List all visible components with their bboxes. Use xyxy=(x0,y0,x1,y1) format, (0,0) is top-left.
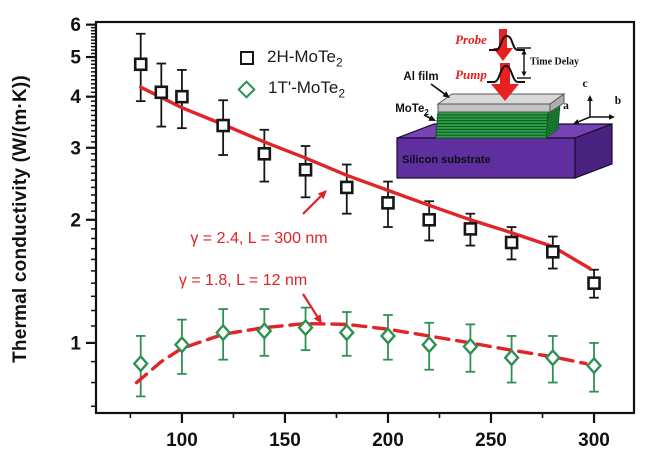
marker-diamond xyxy=(132,354,149,373)
annotation-arrow xyxy=(302,293,319,317)
y-tick-label: 3 xyxy=(70,138,81,159)
y-tick-label: 1 xyxy=(70,333,81,354)
al-film-arrow xyxy=(430,83,445,95)
legend-item-2h: 2H-MoTe2 xyxy=(240,47,343,69)
time-delay-arrow-head xyxy=(521,71,527,77)
marker-diamond xyxy=(297,318,314,337)
fit-annotation-2h: γ = 2.4, L = 300 nm xyxy=(190,230,328,247)
marker-diamond xyxy=(544,348,561,367)
al-film-arrow-head xyxy=(442,91,450,98)
fit-annotation-1t: γ = 1.8, L = 12 nm xyxy=(178,272,308,289)
inset-mote2-text: MoTe xyxy=(395,102,425,115)
marker-square xyxy=(298,163,313,177)
pump-beam-head xyxy=(491,84,519,101)
stack-side-line xyxy=(545,126,558,136)
inset-time-delay-label: Time Delay xyxy=(530,56,579,68)
y-tick-label: 6 xyxy=(70,15,81,36)
stack-side-line xyxy=(546,111,559,121)
marker-square xyxy=(154,85,169,100)
marker-diamond xyxy=(586,356,603,375)
inset-pump-label: Pump xyxy=(455,67,487,82)
legend-label-2h-sub: 2 xyxy=(335,55,343,70)
marker-square xyxy=(381,196,395,210)
marker-diamond xyxy=(215,323,232,342)
inset-mote2-sub: 2 xyxy=(424,108,429,118)
mote2-arrow-head xyxy=(428,115,436,121)
pump-pulse-curve xyxy=(487,64,525,83)
annotation-arrow-head xyxy=(313,314,322,324)
marker-diamond xyxy=(379,326,396,345)
inset-axis-b-label: b xyxy=(614,95,622,107)
marker-square xyxy=(587,276,601,290)
stack-side-line xyxy=(545,120,558,130)
axis-c-arrow-head xyxy=(587,95,593,101)
probe-pulse-curve xyxy=(489,34,525,51)
pump-beam-shaft xyxy=(500,63,510,84)
marker-square xyxy=(133,57,148,72)
marker-square xyxy=(422,212,436,227)
marker-diamond xyxy=(462,337,479,356)
x-tick-label: 100 xyxy=(166,430,198,451)
marker-square xyxy=(257,146,272,161)
time-delay-arrow-head xyxy=(521,49,527,55)
marker-diamond xyxy=(503,348,520,367)
y-tick-label: 5 xyxy=(70,48,81,69)
legend-item-1t: 1T'-MoTe2 xyxy=(237,78,345,100)
probe-beam-head xyxy=(493,48,513,61)
inset-axis-a-label: a xyxy=(563,100,569,112)
al-film-front xyxy=(437,103,551,113)
stack-front xyxy=(435,111,549,139)
x-tick-label: 150 xyxy=(269,430,301,451)
legend-label-2h-text: 2H-MoTe xyxy=(267,47,336,66)
legend-label-1t: 1T'-MoTe2 xyxy=(268,78,345,100)
axis-a-arrow-head xyxy=(573,119,580,125)
stack-side-line xyxy=(546,109,559,119)
axis-a-arrow xyxy=(578,116,591,123)
stack-side-line xyxy=(545,123,558,133)
marker-diamond xyxy=(173,335,190,354)
inset-al-film-label: Al film xyxy=(403,71,439,83)
legend-label-2h: 2H-MoTe2 xyxy=(267,47,343,69)
marker-diamond xyxy=(338,323,355,342)
annotation-arrow-head xyxy=(317,190,327,200)
x-tick-label: 200 xyxy=(372,430,404,451)
marker-square xyxy=(463,222,478,236)
legend-label-1t-text: 1T'-MoTe xyxy=(268,78,339,97)
fit-line-solid xyxy=(139,85,592,271)
marker-square xyxy=(339,180,354,195)
x-tick-label: 250 xyxy=(475,430,507,451)
marker-square xyxy=(175,89,189,104)
marker-square xyxy=(504,235,519,250)
y-tick-label: 4 xyxy=(70,87,81,108)
inset-substrate-label: Silicon substrate xyxy=(402,154,491,166)
stack-side-line xyxy=(545,117,558,127)
annotation-arrow xyxy=(302,195,322,215)
legend-label-1t-sub: 2 xyxy=(338,86,346,101)
y-axis-title: Thermal conductivity (W/(m·K)) xyxy=(10,75,31,363)
y-tick-label: 2 xyxy=(70,210,81,231)
diamond-marker-icon xyxy=(237,79,256,99)
axis-b-arrow-head xyxy=(609,114,615,120)
marker-diamond xyxy=(256,321,273,340)
marker-diamond xyxy=(421,335,438,354)
marker-square xyxy=(216,118,230,133)
x-tick-label: 300 xyxy=(578,430,610,451)
mote2-arrow xyxy=(423,114,431,119)
inset-mote2-label: MoTe2 xyxy=(395,103,429,117)
marker-square xyxy=(546,245,560,259)
stack-side-line xyxy=(545,114,559,124)
inset-probe-label: Probe xyxy=(455,32,487,47)
inset-axis-c-label: c xyxy=(582,78,588,90)
square-marker-icon xyxy=(240,51,254,66)
